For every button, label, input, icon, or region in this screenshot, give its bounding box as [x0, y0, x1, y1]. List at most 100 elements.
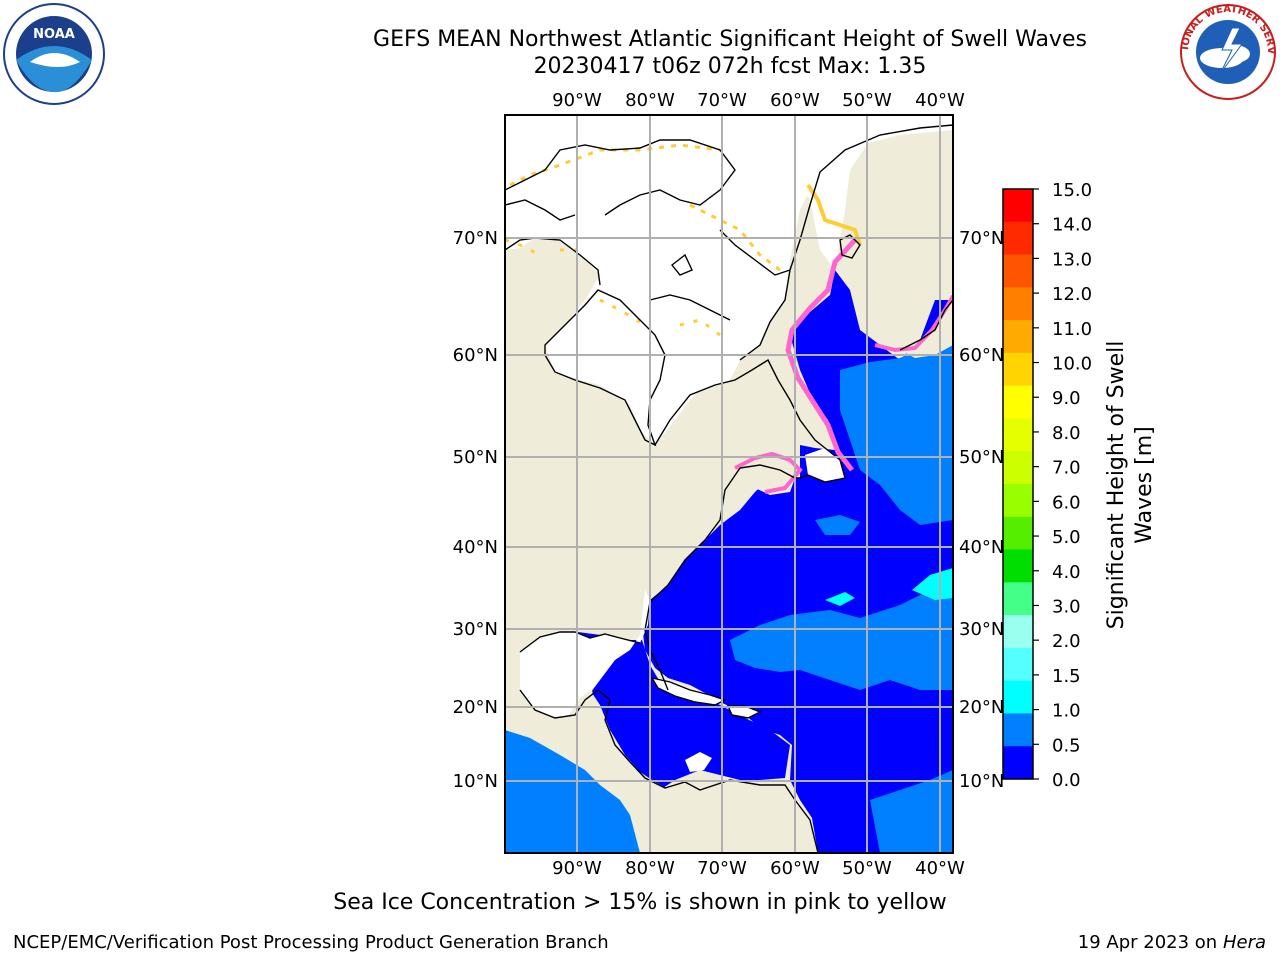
colorbar-tick-label: 0.5 — [1052, 735, 1081, 756]
sea-ice-labrador — [785, 238, 857, 472]
footer-credit: NCEP/EMC/Verification Post Processing Pr… — [13, 932, 609, 953]
sea-ice-arctic-yellow — [509, 143, 781, 272]
map-subtitle: 20230417 t06z 072h fcst Max: 1.35 — [533, 54, 927, 79]
colorbar-band — [1003, 320, 1033, 354]
colorbar-label: Significant Height of Swell — [1104, 341, 1129, 630]
colorbar-band — [1003, 287, 1033, 321]
colorbar-band — [1003, 352, 1033, 387]
map-area — [505, 115, 953, 853]
map-frame — [504, 114, 954, 854]
lon-label-bottom: 80°W — [625, 858, 675, 879]
ocean-swell-0.5-1-mid — [730, 585, 953, 690]
colorbar: 15.0 14.0 13.0 12.0 11.0 10.0 9.0 8.0 7.0 6.0 5.0 4… — [1002, 180, 1157, 791]
lat-label-right: 10°N — [959, 771, 1004, 792]
colorbar-band — [1003, 516, 1033, 551]
colorbar-tick-label: 14.0 — [1052, 215, 1092, 236]
lat-labels-left: 70°N 60°N 50°N 40°N 30°N 20°N 10°N — [453, 228, 498, 792]
colorbar-tick-label: 11.0 — [1052, 319, 1092, 340]
colorbar-tick-label: 1.0 — [1052, 701, 1081, 722]
lat-label-right: 50°N — [959, 447, 1004, 468]
colorbar-tick-label: 9.0 — [1052, 388, 1081, 409]
lat-label-right: 30°N — [959, 619, 1004, 640]
ocean-swell-1-1.5-east — [912, 568, 953, 600]
colorbar-tick-label: 3.0 — [1052, 596, 1081, 617]
land-yucatan — [685, 752, 712, 772]
colorbar-tick-label: 12.0 — [1052, 284, 1092, 305]
colorbar-band — [1003, 582, 1033, 616]
lat-label-left: 60°N — [453, 345, 498, 366]
colorbar-tick-label: 5.0 — [1052, 527, 1081, 548]
colorbar-tick-label: 0.0 — [1052, 770, 1081, 791]
ocean-swell-0.5-1-north — [840, 335, 953, 525]
colorbar-band — [1003, 615, 1033, 649]
nws-logo-icon: NATIONAL WEATHER SERVICE — [1176, 2, 1276, 100]
lat-label-left: 70°N — [453, 228, 498, 249]
colorbar-label-units: Waves [m] — [1132, 426, 1157, 543]
footer-host: Hera — [1222, 932, 1266, 953]
lat-labels-right: 70°N 60°N 50°N 40°N 30°N 20°N 10°N — [959, 228, 1004, 792]
lon-label-bottom: 50°W — [842, 858, 892, 879]
lat-label-right: 20°N — [959, 697, 1004, 718]
colorbar-band — [1003, 221, 1033, 256]
lon-labels-bottom: 90°W 80°W 70°W 60°W 50°W 40°W — [552, 858, 965, 879]
colorbar-bands — [1003, 189, 1033, 780]
colorbar-tick-label: 13.0 — [1052, 249, 1092, 270]
lon-label-top: 50°W — [842, 90, 892, 111]
lon-label-top: 90°W — [552, 90, 602, 111]
footer-date: 19 Apr 2023 on Hera — [1078, 932, 1266, 953]
land-cuba — [652, 678, 725, 705]
colorbar-frame — [1002, 188, 1034, 780]
lat-label-right: 60°N — [959, 345, 1004, 366]
lon-label-bottom: 70°W — [697, 858, 747, 879]
noaa-logo-text: NOAA — [33, 27, 75, 42]
sea-ice-greenland-tip — [806, 183, 862, 246]
map-title: GEFS MEAN Northwest Atlantic Significant… — [373, 27, 1087, 52]
graticule — [505, 115, 953, 853]
lon-label-bottom: 90°W — [552, 858, 602, 879]
footer-date-text: 19 Apr 2023 on — [1077, 932, 1223, 953]
lat-label-right: 70°N — [959, 228, 1004, 249]
lon-labels-top: 90°W 80°W 70°W 60°W 50°W 40°W — [552, 90, 965, 111]
colorbar-tick-label: 4.0 — [1052, 562, 1081, 583]
ice-canada-arctic — [505, 115, 953, 445]
colorbar-band — [1003, 713, 1033, 747]
lon-label-top: 70°W — [697, 90, 747, 111]
colorbar-band — [1003, 680, 1033, 714]
lon-label-top: 40°W — [915, 90, 965, 111]
ocean-swell-0.5-1-south — [870, 770, 953, 853]
colorbar-band — [1003, 484, 1033, 518]
ocean-gulf-caribbean — [578, 632, 790, 790]
lat-label-left: 40°N — [453, 537, 498, 558]
colorbar-band — [1003, 451, 1033, 485]
colorbar-tick-label: 15.0 — [1052, 180, 1092, 201]
colorbar-band — [1003, 189, 1033, 223]
lat-label-left: 20°N — [453, 697, 498, 718]
map-caption: Sea Ice Concentration > 15% is shown in … — [333, 890, 947, 915]
lon-label-bottom: 40°W — [915, 858, 965, 879]
colorbar-tick-label: 2.0 — [1052, 631, 1081, 652]
colorbar-tick-label: 6.0 — [1052, 492, 1081, 513]
colorbar-band — [1003, 385, 1033, 419]
land-us-south — [520, 590, 650, 718]
land-south-america — [640, 780, 815, 853]
ocean-swell-0.5-1-patch — [815, 515, 860, 535]
colorbar-band — [1003, 549, 1033, 583]
ocean-swell-1-1.5-small — [825, 592, 855, 606]
colorbar-tick-label: 10.0 — [1052, 354, 1092, 375]
lat-label-left: 50°N — [453, 447, 498, 468]
lat-label-left: 10°N — [453, 771, 498, 792]
land-central-america — [555, 690, 670, 805]
lat-label-right: 40°N — [959, 537, 1004, 558]
colorbar-ticks: 15.0 14.0 13.0 12.0 11.0 10.0 9.0 8.0 7.0 6.0 5.0 4… — [1033, 180, 1092, 791]
lon-label-bottom: 60°W — [770, 858, 820, 879]
colorbar-tick-label: 1.5 — [1052, 666, 1081, 687]
colorbar-band — [1003, 254, 1033, 288]
colorbar-band — [1003, 746, 1033, 780]
colorbar-band — [1003, 418, 1033, 452]
ocean-swell-0.5-1-pacific — [505, 730, 640, 853]
lon-label-top: 60°W — [770, 90, 820, 111]
lon-label-top: 80°W — [625, 90, 675, 111]
colorbar-band — [1003, 647, 1033, 682]
colorbar-tick-label: 7.0 — [1052, 458, 1081, 479]
